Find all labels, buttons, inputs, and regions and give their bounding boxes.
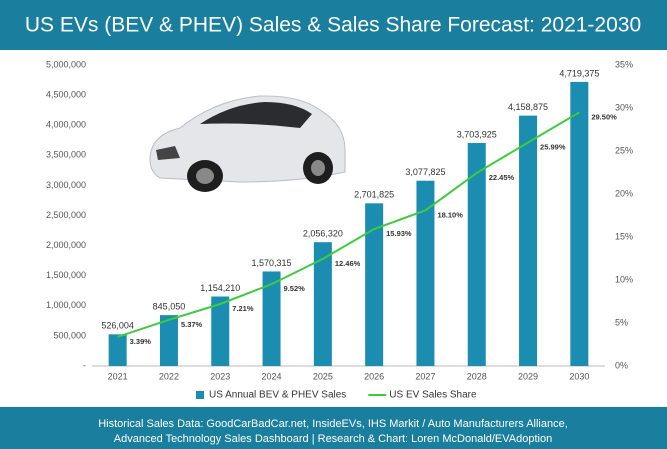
y-tick-label: 1,000,000 — [46, 300, 86, 310]
y-tick-label: 3,500,000 — [46, 150, 86, 160]
bar — [109, 334, 127, 366]
x-tick-label: 2028 — [467, 371, 487, 381]
x-tick-label: 2029 — [518, 371, 538, 381]
data-label: 25.99% — [540, 142, 566, 151]
data-label: 5.37% — [181, 320, 203, 329]
data-label: 1,570,315 — [252, 258, 292, 268]
legend-swatch — [196, 391, 204, 399]
bar — [416, 181, 434, 366]
y2-tick-label: 35% — [615, 59, 633, 69]
x-tick-label: 2023 — [210, 371, 230, 381]
data-label: 18.10% — [437, 210, 463, 219]
x-tick-label: 2024 — [262, 371, 282, 381]
y2-tick-label: 20% — [615, 188, 633, 198]
y-tick-label: 500,000 — [53, 330, 86, 340]
data-label: 4,158,875 — [508, 102, 548, 112]
data-label: 1,154,210 — [200, 283, 240, 293]
data-label: 3,077,825 — [405, 167, 445, 177]
y-tick-label: 2,000,000 — [46, 240, 86, 250]
data-label: 7.21% — [232, 304, 254, 313]
data-label: 2,056,320 — [303, 229, 343, 239]
y2-tick-label: 5% — [615, 317, 628, 327]
x-tick-label: 2025 — [313, 371, 333, 381]
y2-tick-label: 25% — [615, 145, 633, 155]
x-tick-label: 2030 — [569, 371, 589, 381]
car-hub — [311, 160, 325, 176]
data-label: 15.93% — [386, 229, 412, 238]
data-label: 29.50% — [591, 112, 617, 121]
bar — [314, 242, 332, 366]
legend-label: US Annual BEV & PHEV Sales — [209, 390, 346, 401]
y-tick-label: 1,500,000 — [46, 270, 86, 280]
y2-tick-label: 10% — [615, 274, 633, 284]
y-tick-label: 4,500,000 — [46, 89, 86, 99]
x-tick-label: 2022 — [159, 371, 179, 381]
y-tick-label: 3,000,000 — [46, 180, 86, 190]
y2-tick-label: 30% — [615, 102, 633, 112]
x-tick-label: 2021 — [108, 371, 128, 381]
car-hub — [196, 168, 214, 184]
data-label: 3.39% — [130, 337, 152, 346]
data-label: 526,004 — [101, 321, 134, 331]
legend-label: US EV Sales Share — [389, 390, 477, 401]
car-image — [150, 96, 345, 192]
y2-tick-label: 15% — [615, 231, 633, 241]
x-tick-label: 2027 — [415, 371, 435, 381]
y-tick-label: 2,500,000 — [46, 210, 86, 220]
footer-note: Historical Sales Data: GoodCarBadCar.net… — [98, 418, 568, 430]
y-tick-label: 5,000,000 — [46, 59, 86, 69]
y-tick-label: 4,000,000 — [46, 120, 86, 130]
data-label: 2,701,825 — [354, 190, 394, 200]
chart: US EVs (BEV & PHEV) Sales & Sales Share … — [0, 0, 667, 449]
data-label: 4,719,375 — [559, 68, 599, 78]
footer-note: Advanced Technology Sales Dashboard | Re… — [114, 433, 552, 445]
data-label: 12.46% — [335, 259, 361, 268]
x-tick-label: 2026 — [364, 371, 384, 381]
chart-title: US EVs (BEV & PHEV) Sales & Sales Share … — [25, 14, 641, 37]
bar — [519, 116, 537, 366]
y2-tick-label: 0% — [615, 360, 628, 370]
data-label: 3,703,925 — [457, 129, 497, 139]
data-label: 845,050 — [153, 302, 186, 312]
data-label: 22.45% — [489, 173, 515, 182]
data-label: 9.52% — [284, 284, 306, 293]
y-tick-label: - — [83, 360, 86, 370]
bar — [570, 82, 588, 366]
